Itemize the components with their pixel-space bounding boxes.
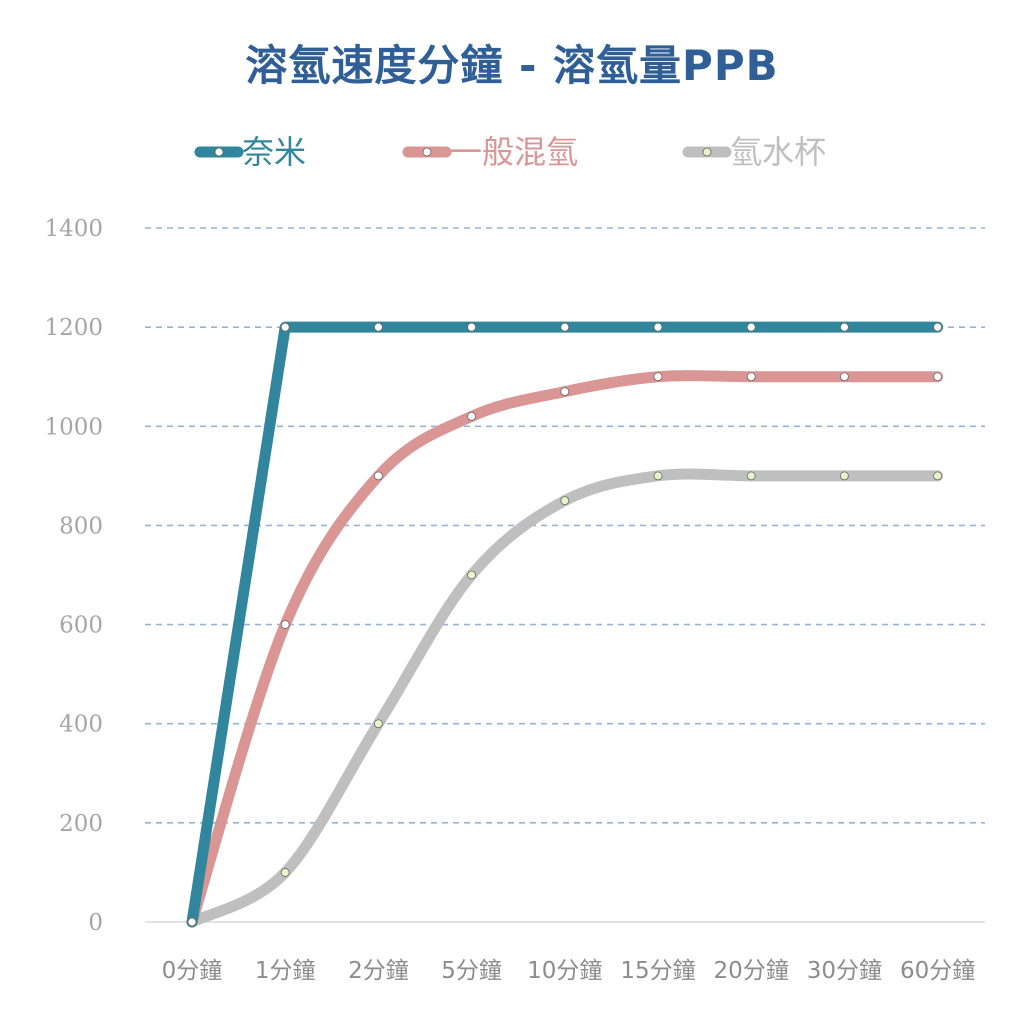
x-tick-label: 10分鐘 [527,958,602,984]
data-point [840,471,849,481]
series-0 [186,321,944,928]
legend-label: 奈米 [242,133,306,171]
data-point [560,322,570,332]
data-point [280,620,290,629]
y-tick-label: 1000 [44,414,103,440]
legend-marker [214,147,224,157]
y-tick-label: 1400 [44,216,103,242]
data-point [187,917,197,927]
legend-label: 氫水杯 [730,133,826,171]
x-tick-label: 2分鐘 [348,958,409,984]
data-point [933,322,942,332]
legend-item: 一般混氫 [402,133,578,171]
data-point [280,868,290,877]
data-point [933,471,942,481]
x-tick-label: 60分鐘 [900,958,975,984]
data-point [746,471,756,481]
y-tick-label: 0 [88,910,103,936]
x-tick-label: 1分鐘 [255,958,316,984]
data-point [933,372,942,382]
data-point [653,322,663,332]
data-point [653,372,663,382]
legend-marker [422,147,432,157]
data-point [746,372,756,382]
legend-item: 奈米 [194,133,306,171]
x-tick-label: 0分鐘 [162,958,223,984]
data-point [467,570,477,580]
y-tick-label: 600 [59,613,103,639]
data-point [840,372,849,382]
series-line [186,468,944,928]
data-point [467,322,477,332]
y-tick-label: 200 [59,811,103,837]
y-axis-ticks: 0 200 400 600 800 1000 1200 1400 [44,216,103,936]
x-tick-label: 20分鐘 [714,958,789,984]
series-1 [186,370,944,928]
data-point [373,322,383,332]
x-axis-ticks: 0分鐘 1分鐘 2分鐘 5分鐘 10分鐘 15分鐘 20分鐘 30分鐘 60分鐘 [162,958,976,984]
legend-marker [702,147,712,157]
y-tick-label: 800 [59,513,103,539]
data-point [280,322,290,332]
series-line [186,370,944,928]
legend-label: 一般混氫 [450,133,578,171]
x-tick-label: 15分鐘 [620,958,695,984]
data-point [560,496,570,506]
data-point [373,471,383,481]
y-tick-label: 1200 [44,315,103,341]
data-point [840,322,849,332]
y-tick-label: 400 [59,712,103,738]
series-lines [186,321,944,928]
data-point [653,471,663,481]
data-point [467,411,477,421]
data-point [560,387,570,396]
chart-title: 溶氫速度分鐘 - 溶氫量PPB [245,41,779,90]
data-point [373,719,383,729]
series-2 [186,468,944,928]
data-point [746,322,756,332]
legend-item: 氫水杯 [682,133,826,171]
x-tick-label: 30分鐘 [807,958,882,984]
legend: 奈米 一般混氫 氫水杯 [194,133,826,171]
x-tick-label: 5分鐘 [441,958,502,984]
